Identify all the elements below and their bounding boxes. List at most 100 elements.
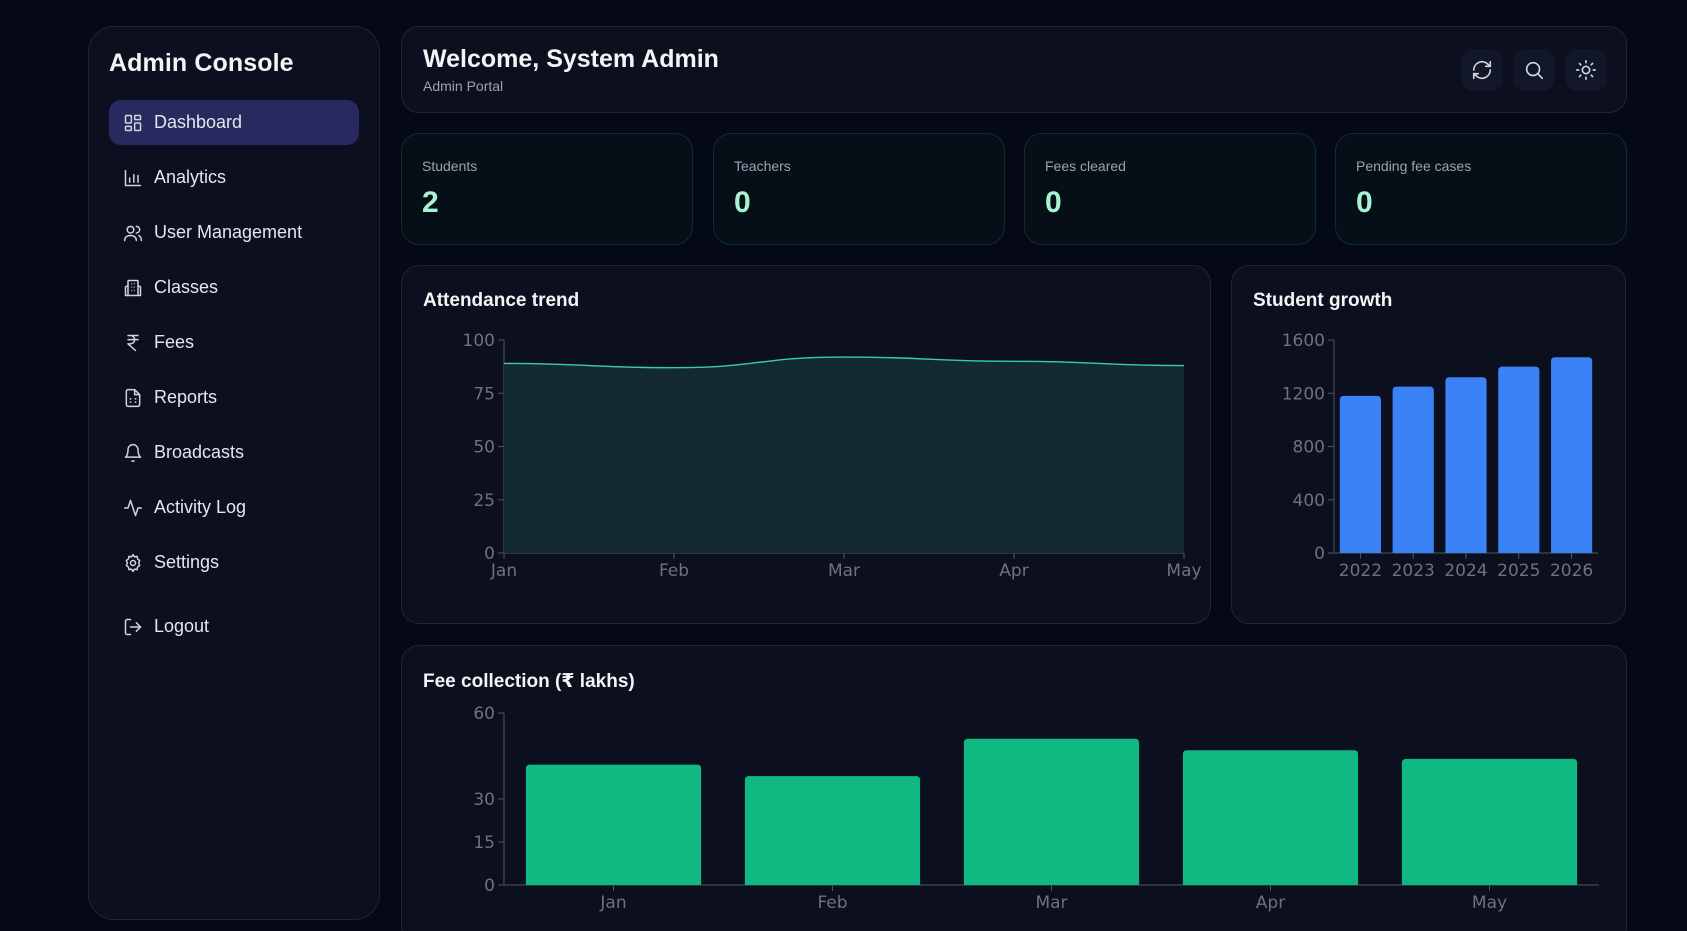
stat-value: 0 [1045, 186, 1062, 219]
y-tick-label: 15 [473, 833, 495, 853]
stat-label: Pending fee cases [1356, 158, 1472, 174]
x-tick-label: Mar [1035, 893, 1067, 913]
x-tick-label: Apr [1256, 893, 1285, 913]
y-tick-label: 30 [473, 790, 495, 810]
attendance-trend-card: Attendance trend 0 25 50 75 100 Jan Feb Mar Apr M… [401, 265, 1211, 624]
bar [744, 776, 921, 885]
sidebar: Admin Console Dashboard Analytics User M… [88, 26, 380, 920]
sidebar-item-dashboard[interactable]: Dashboard [109, 100, 359, 145]
bar [1339, 395, 1381, 553]
sidebar-item-activity-log[interactable]: Activity Log [109, 485, 359, 530]
chart-title: Fee collection (₹ lakhs) [423, 671, 635, 692]
dashboard-icon [123, 113, 143, 133]
student-growth-chart: 0 400 800 1200 1600 2022 2023 2024 2025 2026 [1282, 331, 1598, 581]
sidebar-item-settings[interactable]: Settings [109, 540, 359, 585]
search-button[interactable] [1513, 49, 1555, 91]
stat-card-teachers: Teachers 0 [713, 133, 1005, 245]
bar [963, 738, 1140, 885]
sun-icon [1575, 59, 1597, 81]
chart-title: Attendance trend [423, 290, 580, 311]
stat-label: Teachers [734, 158, 791, 174]
refresh-icon [1471, 59, 1493, 81]
x-tick-label: 2024 [1444, 561, 1487, 581]
stat-label: Fees cleared [1045, 158, 1126, 174]
y-tick-label: 25 [473, 491, 495, 511]
bar [1401, 758, 1578, 885]
x-tick-label: 2022 [1339, 561, 1382, 581]
x-tick-label: Jan [599, 893, 626, 913]
refresh-button[interactable] [1461, 49, 1503, 91]
y-tick-label: 0 [484, 876, 495, 896]
header-actions [1461, 49, 1607, 91]
chart-title: Student growth [1253, 290, 1393, 311]
y-tick-label: 1200 [1282, 384, 1325, 404]
sidebar-item-reports[interactable]: Reports [109, 375, 359, 420]
sidebar-item-label: Broadcasts [154, 442, 245, 462]
activity-icon [123, 498, 143, 518]
stat-value: 0 [734, 186, 751, 219]
x-tick-label: Apr [999, 561, 1028, 581]
area-line [503, 356, 1185, 369]
stat-value: 0 [1356, 186, 1373, 219]
student-growth-card: Student growth 0 400 800 1200 1600 2022 2023 20… [1231, 265, 1626, 624]
x-tick-label: Mar [828, 561, 860, 581]
sidebar-item-analytics[interactable]: Analytics [109, 155, 359, 200]
y-tick-label: 0 [1314, 544, 1325, 564]
sidebar-item-classes[interactable]: Classes [109, 265, 359, 310]
sidebar-item-user-management[interactable]: User Management [109, 210, 359, 255]
search-icon [1523, 59, 1545, 81]
sidebar-item-label: Fees [154, 332, 195, 352]
sidebar-item-logout[interactable]: Logout [109, 604, 359, 649]
brand-title: Admin Console [109, 49, 294, 77]
bar [1445, 377, 1487, 553]
sidebar-item-label: Classes [154, 277, 219, 297]
bar [1392, 386, 1434, 553]
y-tick-label: 800 [1293, 438, 1325, 458]
file-text-icon [123, 388, 143, 408]
page-title: Welcome, System Admin [423, 45, 719, 73]
y-tick-label: 50 [473, 438, 495, 458]
bar [1182, 750, 1359, 885]
stat-value: 2 [422, 186, 439, 219]
fee-collection-chart: 0 15 30 60 Jan Feb Mar Apr May [473, 704, 1599, 913]
sidebar-item-label: Analytics [154, 167, 227, 187]
sidebar-item-label: Dashboard [154, 112, 243, 132]
y-tick-label: 0 [484, 544, 495, 564]
fee-collection-card: Fee collection (₹ lakhs) 0 15 30 60 Jan Feb Ma… [401, 645, 1627, 931]
x-tick-label: Feb [817, 893, 847, 913]
x-tick-label: Feb [659, 561, 689, 581]
bar [525, 764, 702, 885]
building-icon [123, 278, 143, 298]
stat-card-fees-cleared: Fees cleared 0 [1024, 133, 1316, 245]
sidebar-item-label: Logout [154, 616, 210, 636]
users-icon [123, 223, 143, 243]
bell-icon [123, 443, 143, 463]
stat-card-students: Students 2 [401, 133, 693, 245]
sidebar-item-fees[interactable]: Fees [109, 320, 359, 365]
theme-toggle-button[interactable] [1565, 49, 1607, 91]
y-tick-label: 100 [463, 331, 495, 351]
y-tick-label: 1600 [1282, 331, 1325, 351]
logout-icon [123, 617, 143, 637]
bar [1551, 357, 1593, 553]
sidebar-item-label: Reports [154, 387, 218, 407]
sidebar-item-label: User Management [154, 222, 303, 242]
sidebar-item-label: Settings [154, 552, 220, 572]
bar [1498, 366, 1540, 553]
page-subtitle: Admin Portal [423, 78, 504, 94]
stat-label: Students [422, 158, 478, 174]
x-tick-label: Jan [490, 561, 517, 581]
x-tick-label: May [1472, 893, 1507, 913]
sidebar-item-label: Activity Log [154, 497, 247, 517]
x-tick-label: 2025 [1497, 561, 1540, 581]
header: Welcome, System Admin Admin Portal [401, 26, 1627, 113]
rupee-icon [123, 333, 143, 353]
x-tick-label: May [1166, 561, 1201, 581]
stat-card-pending-fee-cases: Pending fee cases 0 [1335, 133, 1627, 245]
area-fill [504, 357, 1184, 553]
x-tick-label: 2026 [1550, 561, 1593, 581]
sidebar-item-broadcasts[interactable]: Broadcasts [109, 430, 359, 475]
y-tick-label: 75 [473, 384, 495, 404]
attendance-trend-chart: 0 25 50 75 100 Jan Feb Mar Apr May [463, 331, 1202, 581]
